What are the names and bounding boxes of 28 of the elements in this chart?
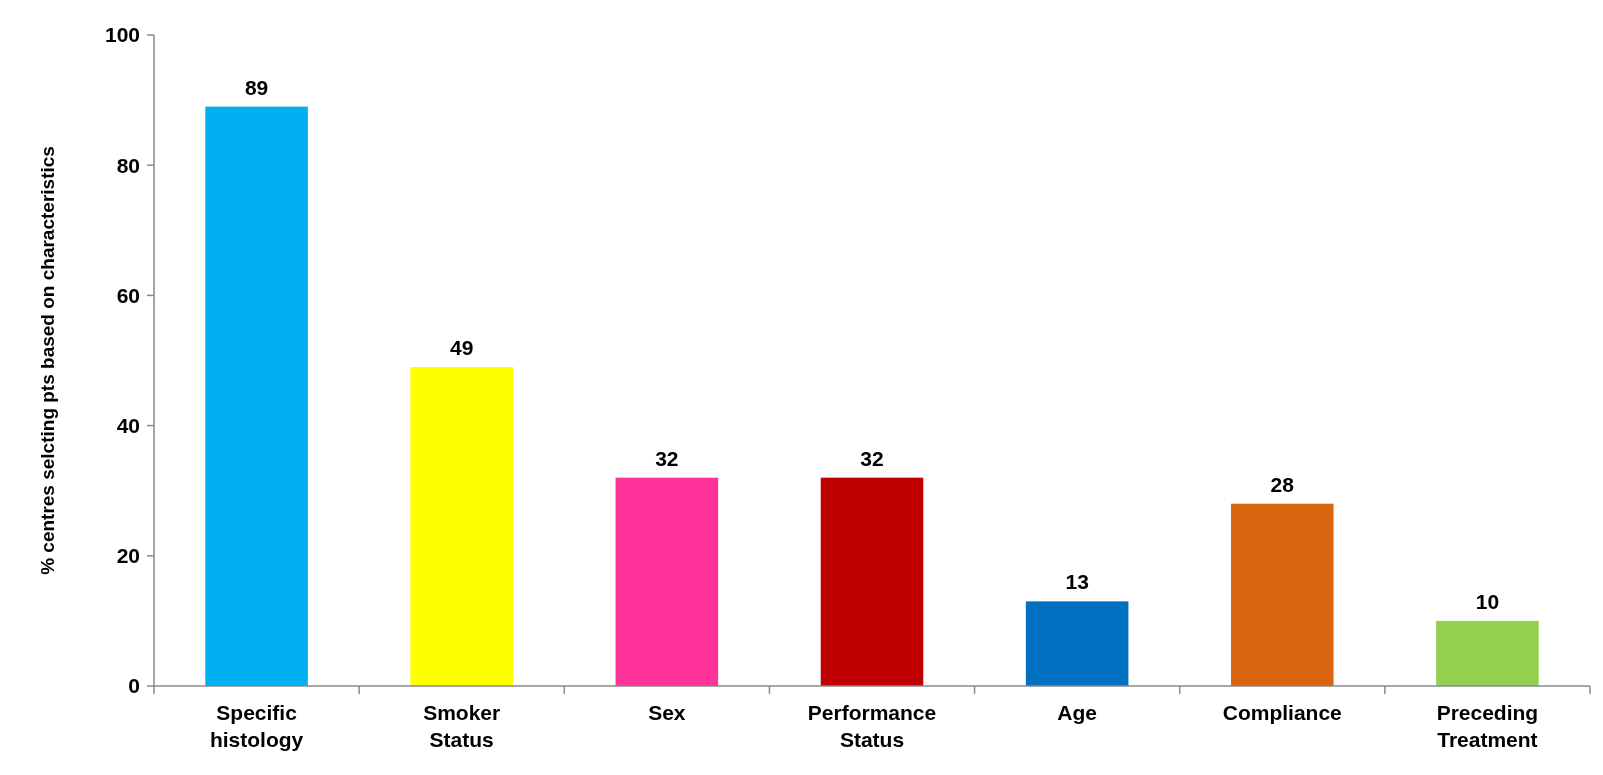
bar <box>1436 620 1539 686</box>
x-tick-label: Performance Status <box>807 701 937 751</box>
y-axis-title: % centres selcting pts based on characteristics <box>37 146 58 575</box>
bar <box>820 477 924 686</box>
y-tick-label: 60 <box>116 283 140 307</box>
bar <box>205 106 308 686</box>
bar <box>1231 503 1334 686</box>
y-tick-label: 0 <box>128 674 140 698</box>
y-tick-label: 40 <box>116 413 140 437</box>
bar <box>1025 601 1129 686</box>
data-label: 13 <box>1065 570 1089 594</box>
y-tick-label: 100 <box>104 23 140 47</box>
x-tick-label: Smoker Status <box>423 701 501 751</box>
y-tick-label: 80 <box>116 153 140 177</box>
data-label: 10 <box>1475 589 1500 613</box>
data-label: 89 <box>244 75 269 99</box>
x-tick-label: Preceding Treatment <box>1436 701 1539 751</box>
bar <box>615 477 719 686</box>
data-label: 32 <box>655 446 679 470</box>
x-tick-label: Age <box>1057 701 1097 724</box>
bar <box>410 367 513 686</box>
x-tick-label: Compliance <box>1222 701 1342 724</box>
data-label: 28 <box>1270 472 1295 496</box>
data-label: 49 <box>450 336 474 360</box>
x-tick-label: Sex <box>648 701 686 724</box>
y-tick-label: 20 <box>116 544 140 568</box>
x-tick-label: Specific histology <box>209 701 304 751</box>
data-label: 32 <box>860 446 884 470</box>
